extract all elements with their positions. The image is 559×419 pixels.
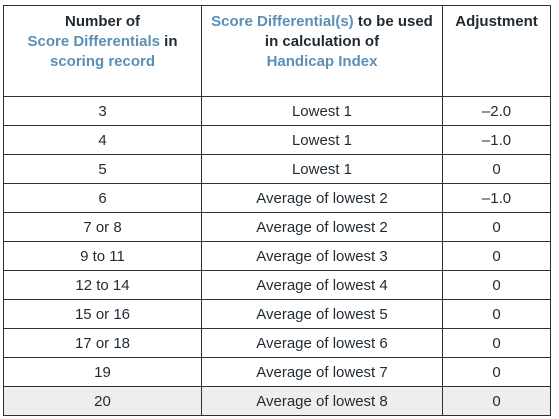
table-row: 12 to 14 Average of lowest 4 0: [3, 270, 551, 300]
header-col1-line2-rest: in: [160, 33, 178, 50]
header-col3-line1: Adjustment: [455, 13, 538, 30]
header-number-of-score-differentials: Number of Score Differentials in scoring…: [3, 5, 202, 97]
cell-differentials: Average of lowest 4: [201, 270, 443, 300]
cell-count: 17 or 18: [3, 328, 202, 358]
header-col2-line2: in calculation of: [264, 33, 380, 50]
table-row: 3 Lowest 1 –2.0: [3, 96, 551, 126]
cell-count: 19: [3, 357, 202, 387]
table-row: 7 or 8 Average of lowest 2 0: [3, 212, 551, 242]
table-row: 20 Average of lowest 8 0: [3, 386, 551, 416]
cell-count: 9 to 11: [3, 241, 202, 271]
table-row: 15 or 16 Average of lowest 5 0: [3, 299, 551, 329]
table-row: 9 to 11 Average of lowest 3 0: [3, 241, 551, 271]
table-body: 3 Lowest 1 –2.0 4 Lowest 1 –1.0 5 Lowest…: [3, 96, 551, 416]
table-row: 17 or 18 Average of lowest 6 0: [3, 328, 551, 358]
cell-differentials: Average of lowest 5: [201, 299, 443, 329]
cell-adjustment: –1.0: [442, 125, 551, 155]
cell-differentials: Lowest 1: [201, 154, 443, 184]
header-row: Number of Score Differentials in scoring…: [3, 5, 551, 97]
header-col1-line1: Number of: [65, 13, 140, 30]
header-col2-highlight-score-differentials: Score Differential(s): [211, 13, 354, 30]
cell-count: 5: [3, 154, 202, 184]
header-score-differentials-to-be-used: Score Differential(s) to be used in calc…: [201, 5, 443, 97]
table-row: 19 Average of lowest 7 0: [3, 357, 551, 387]
cell-count: 6: [3, 183, 202, 213]
cell-adjustment: 0: [442, 212, 551, 242]
cell-differentials: Lowest 1: [201, 96, 443, 126]
cell-adjustment: 0: [442, 270, 551, 300]
header-col2-line1-rest: to be used: [353, 13, 433, 30]
header-col1-highlight-scoring-record: scoring record: [49, 53, 156, 70]
table-row: 5 Lowest 1 0: [3, 154, 551, 184]
header-adjustment: Adjustment: [442, 5, 551, 97]
cell-adjustment: 0: [442, 299, 551, 329]
cell-adjustment: –1.0: [442, 183, 551, 213]
cell-differentials: Average of lowest 6: [201, 328, 443, 358]
cell-adjustment: 0: [442, 241, 551, 271]
cell-count: 7 or 8: [3, 212, 202, 242]
header-col2-line1: Score Differential(s) to be used: [206, 12, 438, 32]
cell-adjustment: 0: [442, 357, 551, 387]
table-row: 4 Lowest 1 –1.0: [3, 125, 551, 155]
table-header: Number of Score Differentials in scoring…: [3, 5, 551, 97]
cell-differentials: Average of lowest 2: [201, 183, 443, 213]
cell-count: 3: [3, 96, 202, 126]
cell-count: 4: [3, 125, 202, 155]
cell-differentials: Average of lowest 2: [201, 212, 443, 242]
cell-adjustment: 0: [442, 328, 551, 358]
handicap-adjustment-table: Number of Score Differentials in scoring…: [3, 5, 551, 416]
header-col1-line2: Score Differentials in: [8, 32, 197, 52]
cell-differentials: Average of lowest 7: [201, 357, 443, 387]
cell-adjustment: –2.0: [442, 96, 551, 126]
cell-differentials: Lowest 1: [201, 125, 443, 155]
header-col1-highlight-score-differentials: Score Differentials: [27, 33, 161, 50]
cell-adjustment: 0: [442, 154, 551, 184]
header-col2-highlight-handicap-index: Handicap Index: [266, 53, 378, 70]
cell-count: 15 or 16: [3, 299, 202, 329]
cell-differentials: Average of lowest 3: [201, 241, 443, 271]
table-row: 6 Average of lowest 2 –1.0: [3, 183, 551, 213]
cell-differentials: Average of lowest 8: [201, 386, 443, 416]
cell-count: 12 to 14: [3, 270, 202, 300]
cell-adjustment: 0: [442, 386, 551, 416]
cell-count: 20: [3, 386, 202, 416]
